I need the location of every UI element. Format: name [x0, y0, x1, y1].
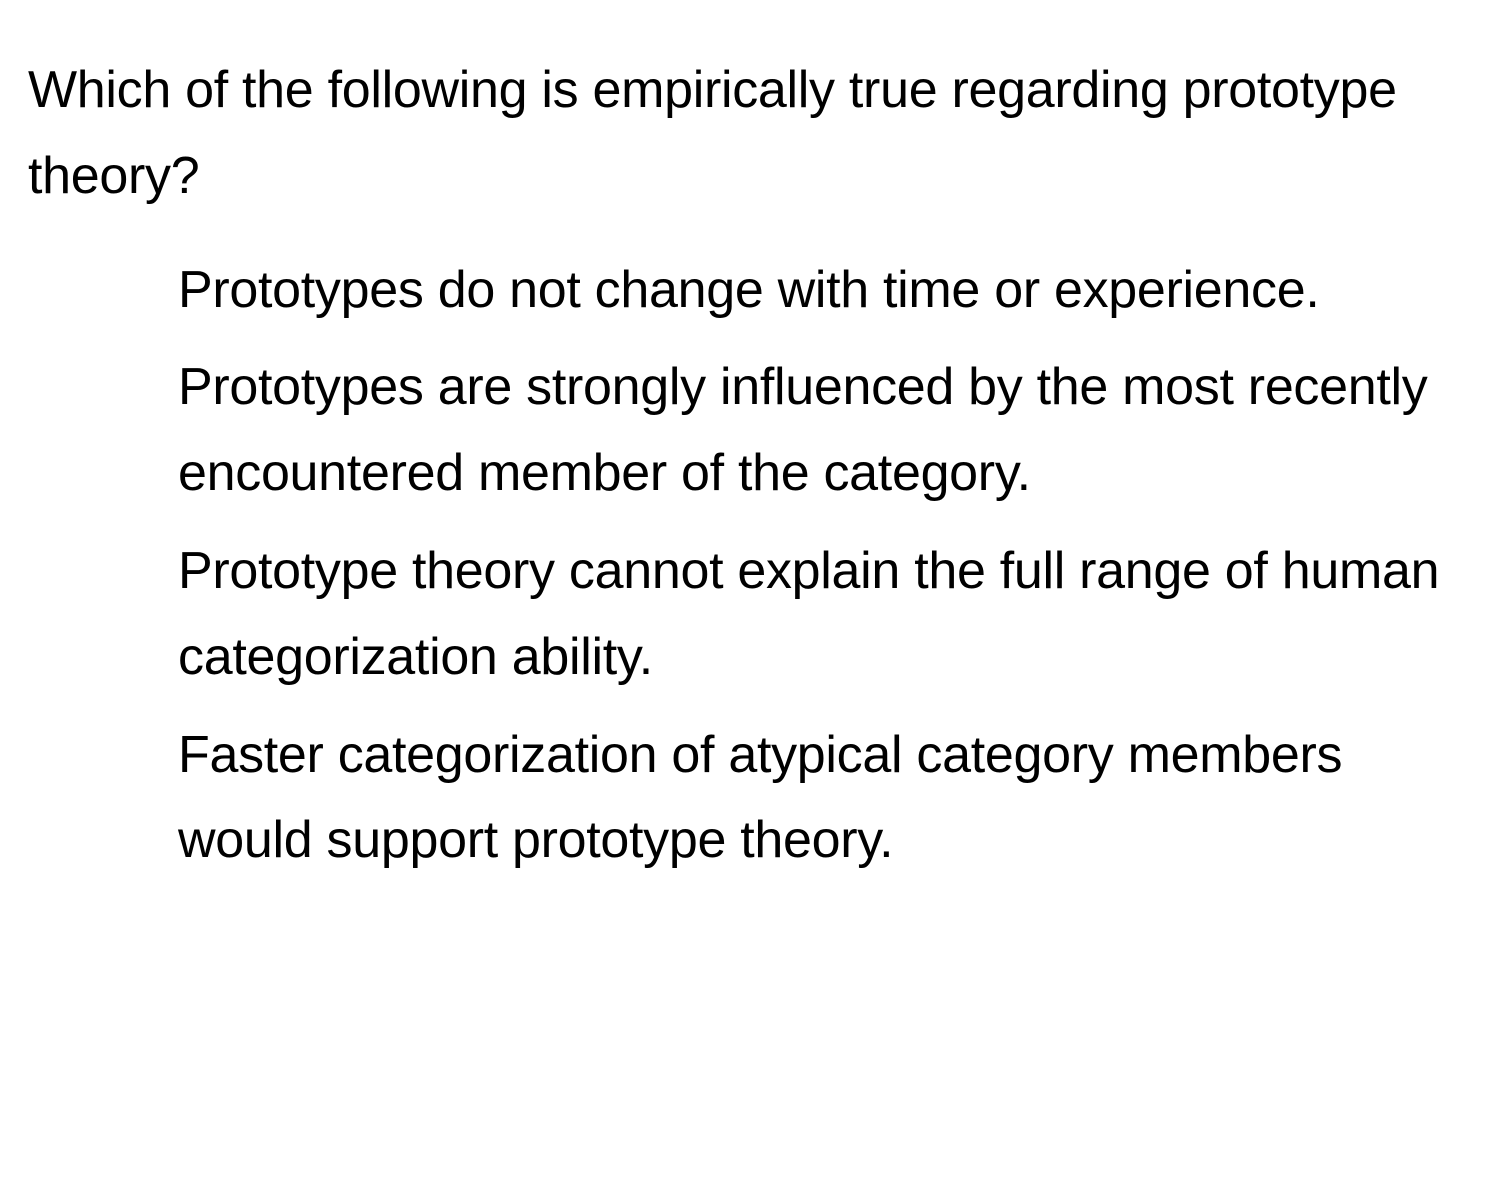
option-2: Prototypes are strongly influenced by th…	[178, 345, 1472, 517]
option-4: Faster categorization of atypical catego…	[178, 713, 1472, 885]
options-container: Prototypes do not change with time or ex…	[28, 248, 1472, 885]
option-3: Prototype theory cannot explain the full…	[178, 529, 1472, 701]
question-text: Which of the following is empirically tr…	[28, 48, 1472, 220]
option-1: Prototypes do not change with time or ex…	[178, 248, 1472, 334]
